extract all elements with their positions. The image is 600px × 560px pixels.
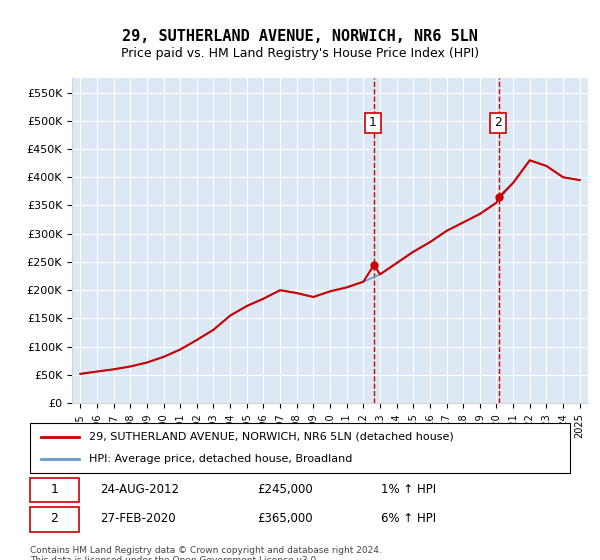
Text: 2: 2: [494, 116, 502, 129]
Text: £365,000: £365,000: [257, 512, 313, 525]
FancyBboxPatch shape: [30, 423, 570, 473]
Text: 2: 2: [50, 512, 58, 525]
Text: 29, SUTHERLAND AVENUE, NORWICH, NR6 5LN: 29, SUTHERLAND AVENUE, NORWICH, NR6 5LN: [122, 29, 478, 44]
Text: Contains HM Land Registry data © Crown copyright and database right 2024.
This d: Contains HM Land Registry data © Crown c…: [30, 546, 382, 560]
Text: 24-AUG-2012: 24-AUG-2012: [100, 483, 179, 496]
FancyBboxPatch shape: [30, 507, 79, 532]
Text: Price paid vs. HM Land Registry's House Price Index (HPI): Price paid vs. HM Land Registry's House …: [121, 46, 479, 60]
Text: 1: 1: [369, 116, 377, 129]
Text: HPI: Average price, detached house, Broadland: HPI: Average price, detached house, Broa…: [89, 454, 353, 464]
FancyBboxPatch shape: [30, 478, 79, 502]
Text: 6% ↑ HPI: 6% ↑ HPI: [381, 512, 436, 525]
Text: 27-FEB-2020: 27-FEB-2020: [100, 512, 176, 525]
Text: 1: 1: [50, 483, 58, 496]
Text: £245,000: £245,000: [257, 483, 313, 496]
Text: 1% ↑ HPI: 1% ↑ HPI: [381, 483, 436, 496]
Text: 29, SUTHERLAND AVENUE, NORWICH, NR6 5LN (detached house): 29, SUTHERLAND AVENUE, NORWICH, NR6 5LN …: [89, 432, 454, 442]
